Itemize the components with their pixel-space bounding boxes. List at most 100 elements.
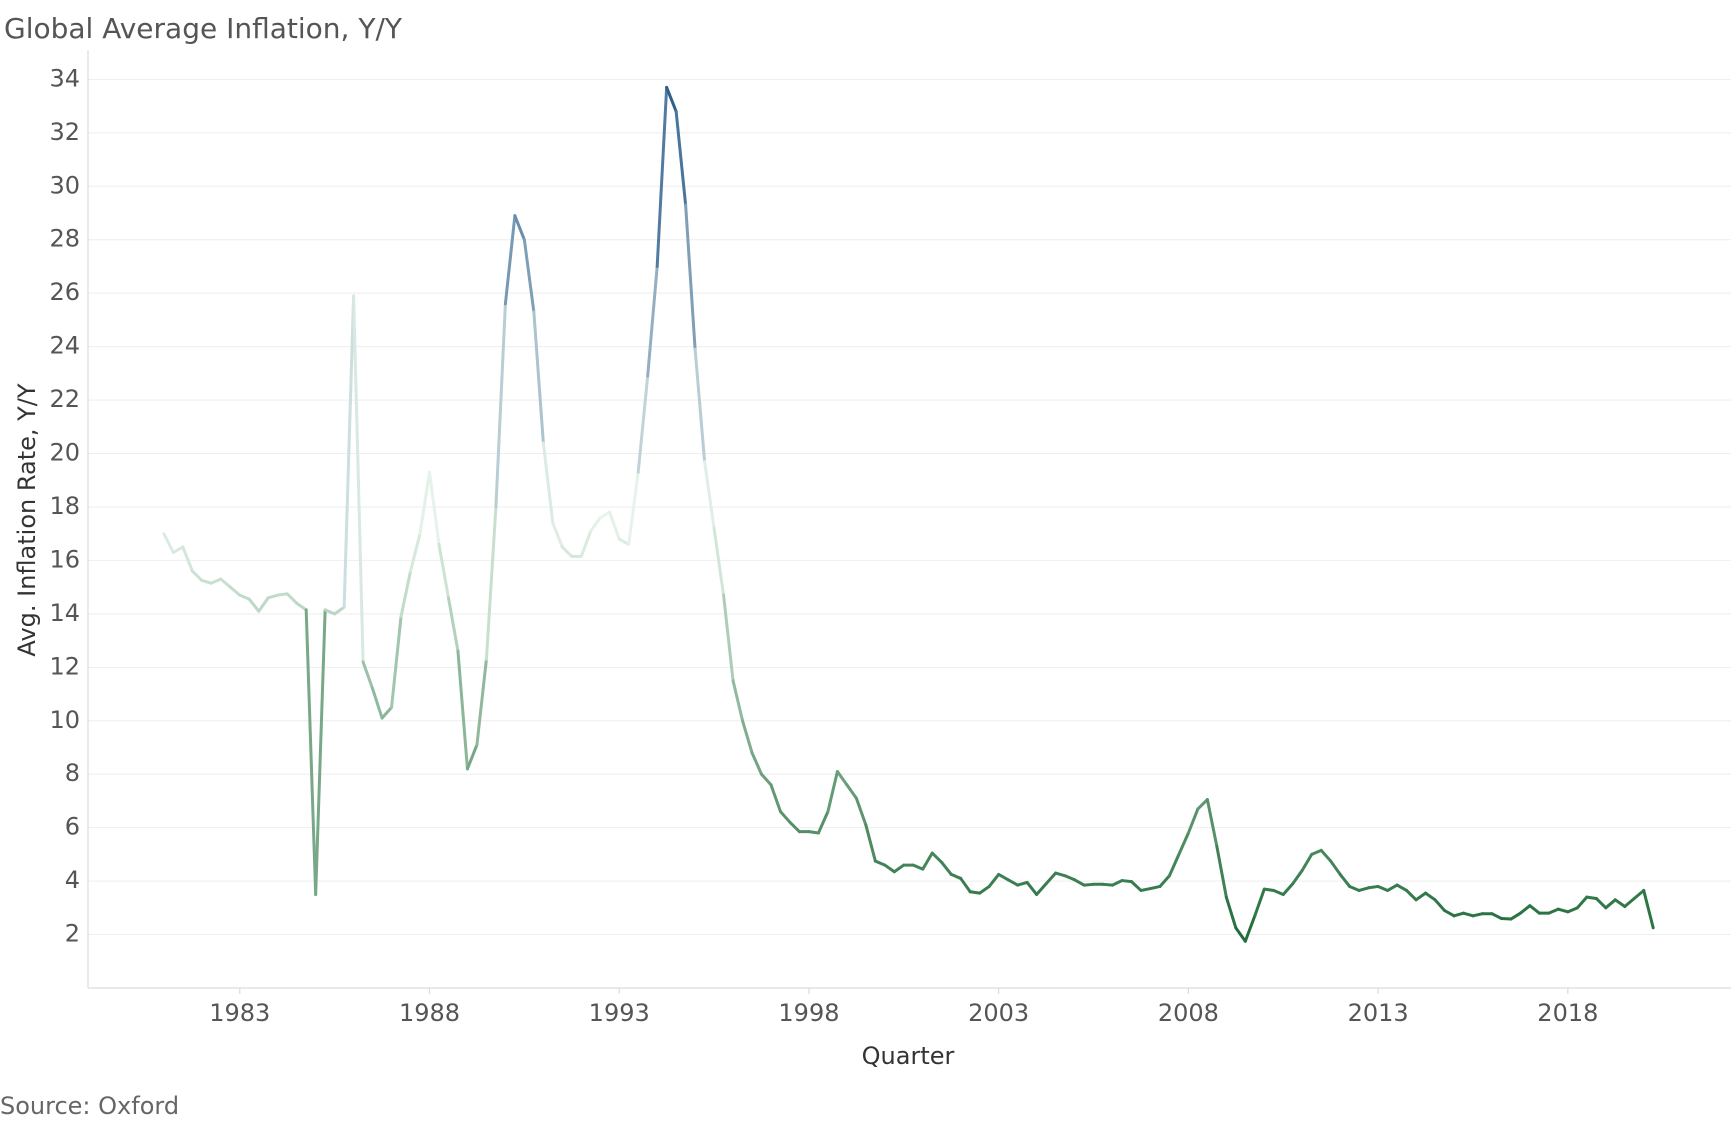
line-segment [276, 592, 289, 597]
line-segment [778, 810, 792, 824]
line-segment [181, 545, 194, 573]
line-segment [987, 872, 1001, 888]
y-tick-label: 2 [65, 920, 80, 948]
line-segment [1148, 884, 1162, 891]
line-segment [1357, 886, 1371, 892]
y-tick-label: 32 [49, 118, 80, 146]
line-segment [769, 783, 782, 814]
line-segment [1139, 887, 1152, 892]
y-tick-label: 12 [49, 652, 80, 680]
line-segment [788, 820, 801, 834]
line-segment [674, 109, 688, 207]
line-segment [1300, 852, 1314, 872]
line-segment [380, 705, 394, 720]
line-segment [171, 545, 185, 554]
line-segment [1243, 914, 1257, 943]
y-tick-label: 4 [65, 866, 80, 894]
line-segment [266, 593, 280, 600]
line-segment [1025, 880, 1039, 896]
line-segment [494, 302, 507, 509]
line-segment [627, 470, 640, 546]
line-segment [1433, 898, 1447, 913]
line-segment [1063, 874, 1077, 882]
line-segment [1262, 887, 1276, 892]
line-segment [1424, 891, 1437, 902]
line-segment [1186, 807, 1200, 835]
line-segment [1338, 872, 1352, 888]
line-segment [854, 796, 868, 827]
line-segment [1101, 882, 1115, 887]
x-axis-label: Quarter [862, 1042, 955, 1070]
line-segment [446, 596, 460, 653]
line-segment [1006, 878, 1020, 887]
source-note: Source: Oxford [0, 1092, 179, 1120]
line-segment [1082, 882, 1096, 887]
line-segment [978, 884, 991, 895]
line-segment [503, 214, 517, 306]
line-segment [1604, 898, 1617, 910]
line-segment [333, 605, 346, 616]
line-segment [1376, 884, 1390, 892]
line-segment [1234, 926, 1247, 943]
line-segment [1528, 904, 1541, 915]
line-segment [703, 460, 716, 530]
line-segment [437, 542, 450, 600]
line-segment [1518, 904, 1532, 915]
line-segment [456, 649, 469, 771]
line-segment [921, 851, 934, 871]
line-segment [1547, 907, 1560, 915]
line-segment [684, 203, 697, 351]
line-segment [1642, 888, 1655, 930]
line-segment [598, 510, 612, 520]
line-segment [1129, 880, 1143, 892]
line-segment [589, 516, 602, 533]
y-tick-label: 18 [49, 492, 80, 520]
y-tick-label: 6 [65, 813, 80, 841]
line-segment [522, 238, 536, 314]
line-segment [560, 545, 574, 558]
line-segment [428, 470, 441, 546]
line-segment [323, 608, 337, 616]
line-segment [1205, 798, 1219, 848]
line-segment [1291, 868, 1304, 886]
line-segment [238, 593, 251, 601]
line-segment [228, 585, 242, 597]
line-segment [1044, 871, 1058, 886]
x-tick-label: 1998 [778, 999, 839, 1027]
x-tick-label: 1988 [399, 999, 460, 1027]
line-segment [1395, 883, 1409, 892]
line-segment [968, 890, 982, 895]
line-segment [1310, 848, 1323, 856]
line-segment [1405, 888, 1418, 902]
line-segment [1348, 884, 1361, 892]
line-segment [200, 578, 213, 585]
line-segment [247, 597, 261, 613]
x-tick-label: 1983 [209, 999, 270, 1027]
line-segment [209, 577, 223, 585]
line-segment [1623, 896, 1636, 908]
line-segment [532, 310, 545, 445]
y-tick-label: 24 [49, 332, 80, 360]
line-segment [1613, 898, 1627, 908]
line-segment [741, 719, 754, 755]
line-segment [371, 687, 384, 720]
line-segment [409, 532, 422, 573]
x-tick-label: 2003 [968, 999, 1029, 1027]
y-tick-label: 8 [65, 759, 80, 787]
line-segment [665, 85, 678, 113]
line-segment [1281, 882, 1295, 896]
line-segment [760, 772, 773, 787]
y-tick-label: 26 [49, 278, 80, 306]
y-tick-label: 10 [49, 706, 80, 734]
line-segment [949, 872, 963, 880]
line-segment [219, 577, 232, 589]
line-segment [361, 660, 375, 691]
line-segment [465, 743, 479, 771]
line-segment [304, 608, 318, 896]
x-tick-label: 1993 [589, 999, 650, 1027]
line-segment [722, 593, 735, 683]
line-segment [1566, 906, 1579, 914]
line-segment [541, 441, 555, 525]
line-segment [342, 294, 356, 609]
